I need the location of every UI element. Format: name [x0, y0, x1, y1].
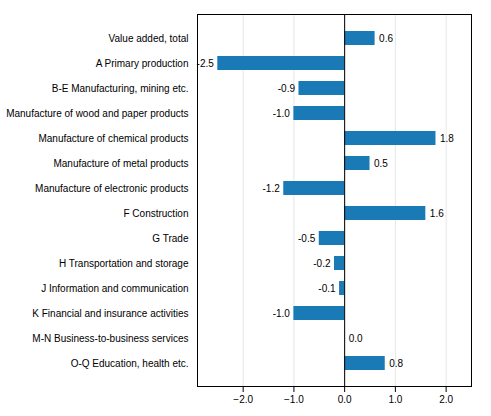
svg-text:-2.5: -2.5: [197, 58, 215, 69]
svg-text:O-Q Education, health etc.: O-Q Education, health etc.: [71, 358, 189, 369]
svg-text:-1.0: -1.0: [273, 308, 291, 319]
svg-text:-0.5: -0.5: [298, 233, 316, 244]
svg-text:1.6: 1.6: [430, 208, 444, 219]
svg-text:Manufacture of electronic prod: Manufacture of electronic products: [35, 183, 188, 194]
svg-text:Value added, total: Value added, total: [109, 33, 189, 44]
svg-text:-0.1: -0.1: [318, 283, 336, 294]
svg-text:1.0: 1.0: [388, 394, 402, 405]
svg-text:F Construction: F Construction: [123, 208, 188, 219]
svg-text:0.0: 0.0: [338, 394, 352, 405]
svg-text:−2.0: −2.0: [233, 394, 253, 405]
svg-text:Manufacture of metal products: Manufacture of metal products: [53, 158, 188, 169]
svg-text:-0.9: -0.9: [278, 83, 296, 94]
svg-text:−1.0: −1.0: [284, 394, 304, 405]
svg-text:0.5: 0.5: [374, 158, 388, 169]
svg-text:M-N Business-to-business servi: M-N Business-to-business services: [32, 333, 188, 344]
svg-text:K Financial and insurance acti: K Financial and insurance activities: [32, 308, 188, 319]
svg-text:0.0: 0.0: [349, 333, 363, 344]
svg-text:J Information and communicatio: J Information and communication: [41, 283, 188, 294]
svg-text:G Trade: G Trade: [152, 233, 189, 244]
svg-text:Manufacture of wood and paper: Manufacture of wood and paper products: [6, 108, 188, 119]
svg-text:H Transportation and storage: H Transportation and storage: [59, 258, 189, 269]
svg-text:0.8: 0.8: [389, 358, 403, 369]
svg-text:2.0: 2.0: [439, 394, 453, 405]
svg-text:-0.2: -0.2: [313, 258, 331, 269]
svg-text:-1.0: -1.0: [273, 108, 291, 119]
svg-text:0.6: 0.6: [379, 33, 393, 44]
svg-text:B-E Manufacturing, mining etc.: B-E Manufacturing, mining etc.: [52, 83, 189, 94]
svg-text:Manufacture of chemical produc: Manufacture of chemical products: [38, 133, 188, 144]
svg-text:-1.2: -1.2: [263, 183, 281, 194]
svg-text:1.8: 1.8: [440, 133, 454, 144]
svg-text:A Primary production: A Primary production: [96, 58, 189, 69]
